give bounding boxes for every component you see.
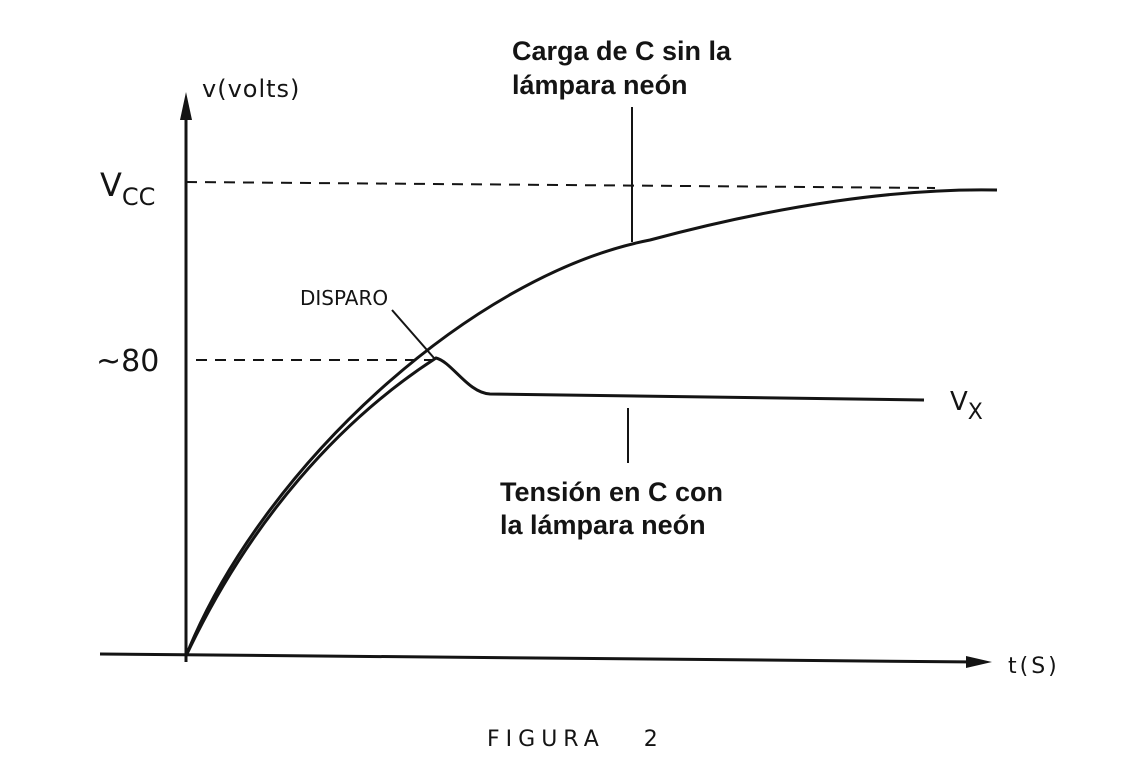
neon-series-label-line1: Tensión en C con <box>500 477 723 507</box>
figure-caption: FIGURA 2 <box>487 727 664 752</box>
charge-series-label-line1: Carga de C sin la <box>512 36 732 66</box>
disparo-annotation: DISPARO <box>300 286 388 310</box>
vcc-tick-label: VCC <box>100 166 155 211</box>
x-axis-label: t(S) <box>1008 654 1060 679</box>
vcc-tick-sub: CC <box>122 183 156 211</box>
vx-main: V <box>950 387 968 417</box>
vx-end-label: VX <box>950 387 983 425</box>
x-axis <box>99 652 979 664</box>
vx-sub: X <box>968 400 983 425</box>
charge-series-label: Carga de C sin la lámpara neón <box>512 36 739 100</box>
series-charge-curve <box>184 188 998 657</box>
neon-series-label: Tensión en C con la lámpara neón <box>500 477 731 540</box>
axes <box>99 92 992 668</box>
vcc-reference-line <box>185 181 936 189</box>
x-axis-arrow-icon <box>966 656 992 668</box>
y-axis-label: v(volts) <box>202 75 300 103</box>
neon-series-label-line2: la lámpara neón <box>500 510 706 540</box>
vcc-tick-main: V <box>100 166 122 204</box>
charge-series-label-line2: lámpara neón <box>512 70 688 100</box>
disparo-pointer <box>391 309 435 359</box>
series-neon-curve <box>184 356 925 657</box>
firing-tick-label: ~80 <box>96 344 159 379</box>
y-axis-arrow-icon <box>180 92 192 120</box>
